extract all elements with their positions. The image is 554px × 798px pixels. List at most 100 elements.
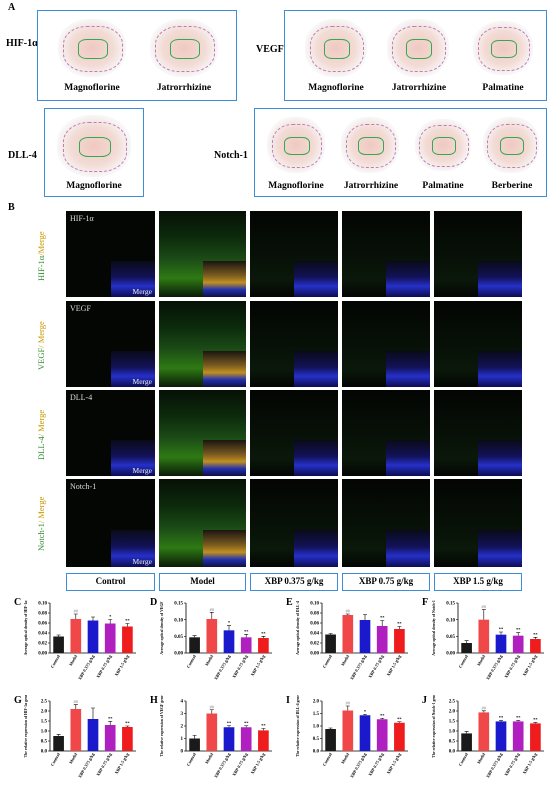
- bar: [461, 733, 472, 751]
- fluorescence-image: [250, 390, 338, 476]
- bar: [122, 727, 133, 751]
- y-tick-label: 1.0: [41, 730, 48, 735]
- group-label-model: Model: [159, 573, 246, 591]
- y-axis-label: The relative expression of HIF-1α gene: [24, 695, 28, 757]
- y-tick-label: 0.00: [446, 652, 455, 657]
- group-label-control: Control: [66, 573, 155, 591]
- y-tick-label: 0.06: [310, 622, 319, 627]
- x-tick-label: XBP 0.375 g/kg: [77, 751, 96, 779]
- significance-mark: ##: [74, 699, 79, 704]
- chart-i: I The relative expression of DLL-4 gene 0.…: [286, 695, 416, 795]
- merge-inset: [203, 261, 247, 297]
- error-bar: [261, 636, 265, 638]
- y-tick-label: 1: [181, 737, 184, 742]
- docking-box-hif1a: Magnoflorine Jatrorrhizine: [37, 10, 237, 101]
- ligand-label: Berberine: [479, 181, 545, 191]
- x-tick-label: XBP 0.375 g/kg: [349, 653, 368, 681]
- x-tick-label: XBP 0.375 g/kg: [349, 751, 368, 779]
- bar: [224, 727, 235, 751]
- significance-mark: ##: [346, 701, 351, 706]
- merge-inset: [478, 351, 522, 387]
- bar: [189, 637, 200, 653]
- fluorescence-image: [159, 479, 246, 567]
- x-tick-label: Model: [204, 751, 215, 764]
- x-tick-label: XBP 1.5 g/kg: [114, 751, 131, 775]
- docking-image: [58, 19, 126, 77]
- ligand-label: Magnoflorine: [297, 83, 375, 93]
- protein-label-hif1a: HIF-1α: [6, 38, 38, 49]
- error-bar: [533, 723, 537, 724]
- error-bar: [533, 637, 537, 639]
- docking-image: [57, 115, 131, 177]
- significance-mark: ##: [482, 705, 487, 710]
- chart-svg: The relative expression of HIF-1α gene 0.…: [14, 695, 144, 795]
- fluorescence-image: [250, 301, 338, 387]
- merge-inset: [294, 261, 338, 297]
- error-bar: [125, 624, 129, 627]
- error-bar: [244, 726, 248, 728]
- merge-inset: [203, 440, 247, 476]
- y-tick-label: 0.5: [41, 740, 48, 745]
- docking-image: [473, 21, 533, 75]
- merge-inset: [294, 530, 338, 567]
- x-tick-label: Model: [68, 653, 79, 666]
- fluorescence-image: [434, 479, 522, 567]
- chart-svg: Average optical density of VEGF 0.000.050…: [150, 597, 280, 697]
- y-tick-label: 2.0: [313, 700, 320, 705]
- significance-mark: ##: [74, 609, 79, 614]
- bar: [206, 619, 217, 653]
- x-tick-label: XBP 0.75 g/kg: [367, 751, 385, 777]
- ligand-label: Jatrorrhizine: [379, 83, 459, 93]
- fluorescence-image: [434, 211, 522, 297]
- bar: [258, 730, 269, 751]
- error-bar: [516, 721, 520, 722]
- y-tick-label: 1.0: [449, 730, 456, 735]
- error-bar: [482, 610, 486, 620]
- docking-box-vegf: Magnoflorine Jatrorrhizine Palmatine: [284, 10, 547, 101]
- x-tick-label: XBP 0.75 g/kg: [503, 751, 521, 777]
- bar: [325, 729, 336, 751]
- bar: [496, 721, 507, 751]
- x-tick-label: Control: [458, 751, 470, 767]
- bar: [70, 619, 81, 653]
- y-tick-label: 0.00: [174, 652, 183, 657]
- y-tick-label: 0.0: [313, 750, 320, 755]
- error-bar: [516, 633, 520, 636]
- error-bar: [499, 632, 503, 635]
- bar: [88, 719, 99, 751]
- bar: [105, 624, 116, 654]
- fluorescence-image: [434, 301, 522, 387]
- bar: [478, 712, 489, 751]
- significance-mark: **: [261, 631, 266, 636]
- error-bar: [329, 634, 333, 635]
- x-tick-label: XBP 0.75 g/kg: [367, 653, 385, 679]
- merge-label: Merge: [133, 377, 152, 386]
- error-bar: [329, 728, 333, 729]
- panel-label-b: B: [8, 202, 15, 213]
- x-tick-label: XBP 1.5 g/kg: [250, 751, 267, 775]
- bar: [478, 620, 489, 653]
- docking-image: [415, 119, 471, 171]
- chart-svg: The relative expression of VEGF gene 0123…: [150, 695, 280, 795]
- bar: [206, 714, 217, 752]
- y-tick-label: 0.05: [446, 635, 455, 640]
- bar: [360, 715, 371, 751]
- protein-label-vegf: VEGF: [256, 44, 284, 55]
- merge-label: Merge: [133, 466, 152, 475]
- y-tick-label: 0.0: [41, 750, 48, 755]
- error-bar: [57, 734, 61, 736]
- y-tick-label: 0.10: [446, 618, 455, 623]
- error-bar: [380, 621, 384, 627]
- protein-label-notch1: Notch-1: [214, 150, 248, 161]
- x-tick-label: XBP 0.75 g/kg: [503, 653, 521, 679]
- bar: [342, 711, 353, 752]
- fluorescence-image: Notch-1 Merge: [66, 479, 155, 567]
- y-tick-label: 0.10: [38, 602, 47, 607]
- significance-mark: **: [261, 723, 266, 728]
- y-tick-label: 0.15: [446, 602, 455, 607]
- error-bar: [465, 731, 469, 733]
- merge-inset: Merge: [111, 530, 156, 567]
- merge-inset: [478, 261, 522, 297]
- bar: [224, 630, 235, 653]
- bar: [241, 637, 252, 653]
